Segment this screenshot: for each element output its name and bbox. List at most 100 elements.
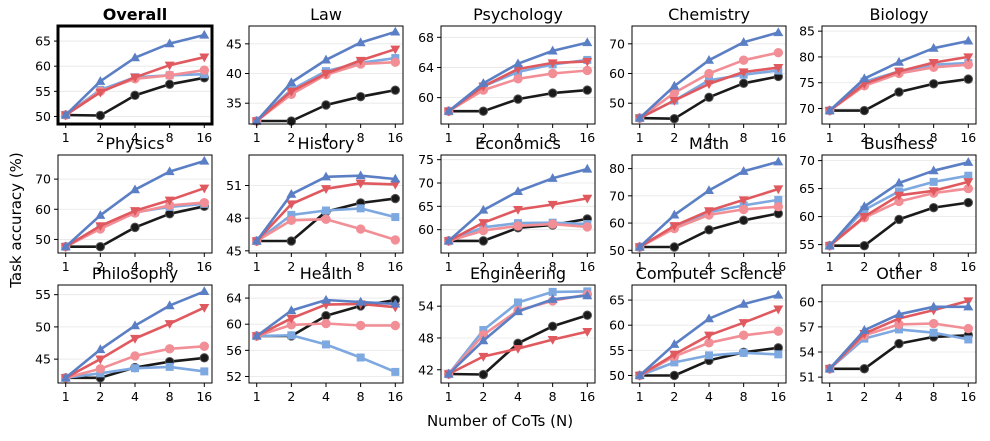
data-point <box>738 78 749 89</box>
x-tick-label: 16 <box>579 259 595 274</box>
panel-overall: 50 55 60 65 1 2 4 8 16 Overall <box>35 5 214 145</box>
x-tick-label: 2 <box>96 259 104 274</box>
panel-title: Chemistry <box>668 5 750 24</box>
data-point <box>251 115 262 125</box>
x-tick-label: 8 <box>549 130 557 145</box>
x-tick-label: 2 <box>96 130 104 145</box>
x-tick-label: 1 <box>826 389 834 404</box>
x-tick-label: 1 <box>445 389 453 404</box>
x-tick-label: 16 <box>196 389 212 404</box>
panel-psychology: 60 64 68 1 2 4 8 16 Psychology <box>418 5 596 145</box>
data-point <box>669 370 680 381</box>
series-dark-blue <box>443 37 593 115</box>
data-point <box>634 370 645 380</box>
y-tick-label: 70 <box>609 188 625 203</box>
panel-law: 35 40 45 1 2 4 8 16 Law <box>226 5 404 145</box>
data-point <box>669 339 680 348</box>
panel-title: Computer Science <box>636 264 783 283</box>
y-tick-label: 80 <box>609 161 625 176</box>
x-tick-label: 2 <box>479 130 487 145</box>
data-point <box>355 320 366 331</box>
data-point <box>199 303 210 313</box>
data-point <box>739 348 748 357</box>
data-point <box>859 213 870 222</box>
x-tick-label: 8 <box>740 130 748 145</box>
data-point <box>287 210 296 219</box>
y-tick-label: 70 <box>418 176 434 191</box>
data-point <box>824 240 835 250</box>
x-tick-label: 8 <box>166 389 174 404</box>
x-tick-label: 2 <box>860 389 868 404</box>
y-tick-label: 57 <box>799 319 815 334</box>
data-point <box>60 241 71 251</box>
x-tick-label: 4 <box>131 259 139 274</box>
y-tick-label: 60 <box>609 318 625 333</box>
series-black <box>444 85 592 116</box>
data-point <box>95 241 106 252</box>
y-tick-label: 42 <box>418 362 434 377</box>
data-point <box>478 219 489 228</box>
x-tick-label: 16 <box>196 259 212 274</box>
y-tick-label: 85 <box>799 24 815 39</box>
data-point <box>513 94 523 104</box>
data-point <box>928 187 939 197</box>
data-point <box>928 42 939 52</box>
data-point <box>355 170 366 180</box>
data-point <box>164 38 175 48</box>
data-point <box>669 80 680 90</box>
data-point <box>859 73 870 83</box>
data-point <box>738 319 749 328</box>
data-point <box>390 193 400 204</box>
x-tick-label: 4 <box>322 259 330 274</box>
panel-title: Health <box>300 264 353 283</box>
x-tick-label: 16 <box>960 389 976 404</box>
x-tick-label: 8 <box>549 389 557 404</box>
series-dark-blue <box>824 157 974 250</box>
x-tick-label: 8 <box>357 259 365 274</box>
data-point <box>164 61 175 71</box>
x-tick-label: 16 <box>770 130 786 145</box>
data-point <box>859 201 870 211</box>
x-tick-label: 8 <box>166 130 174 145</box>
series-black <box>252 85 400 126</box>
x-tick-label: 8 <box>166 259 174 274</box>
data-point <box>164 79 175 89</box>
data-point <box>582 222 592 232</box>
data-point <box>321 318 331 329</box>
data-point <box>95 110 106 121</box>
data-point <box>199 353 210 363</box>
y-tick-label: 70 <box>35 172 51 187</box>
data-point <box>130 207 140 216</box>
y-tick-label: 50 <box>609 368 625 383</box>
series-light-blue <box>825 59 973 115</box>
series-black <box>444 310 592 380</box>
x-tick-label: 16 <box>770 259 786 274</box>
data-point <box>548 287 557 296</box>
x-tick-label: 1 <box>253 389 261 404</box>
data-point <box>513 344 523 354</box>
data-point <box>390 320 400 331</box>
y-tick-label: 70 <box>799 101 815 116</box>
y-tick-label: 54 <box>799 345 815 360</box>
data-point <box>704 185 714 194</box>
panel-frame <box>248 154 404 254</box>
data-point <box>738 196 749 206</box>
data-point <box>164 70 175 80</box>
x-tick-label: 4 <box>322 130 330 145</box>
data-point <box>928 79 939 89</box>
data-point <box>894 214 904 225</box>
data-point <box>670 358 679 367</box>
y-tick-label: 60 <box>799 294 815 309</box>
y-tick-label: 52 <box>226 369 242 384</box>
y-tick-label: 64 <box>226 291 242 306</box>
panel-health: 52 56 60 64 1 2 4 8 16 Health <box>226 264 404 404</box>
data-point <box>165 362 174 371</box>
data-point <box>582 85 592 95</box>
data-point <box>738 55 749 65</box>
series-dark-blue <box>634 156 784 251</box>
y-tick-label: 60 <box>609 66 625 81</box>
data-point <box>669 209 680 219</box>
data-point <box>928 202 939 213</box>
x-tick-label: 16 <box>387 130 403 145</box>
